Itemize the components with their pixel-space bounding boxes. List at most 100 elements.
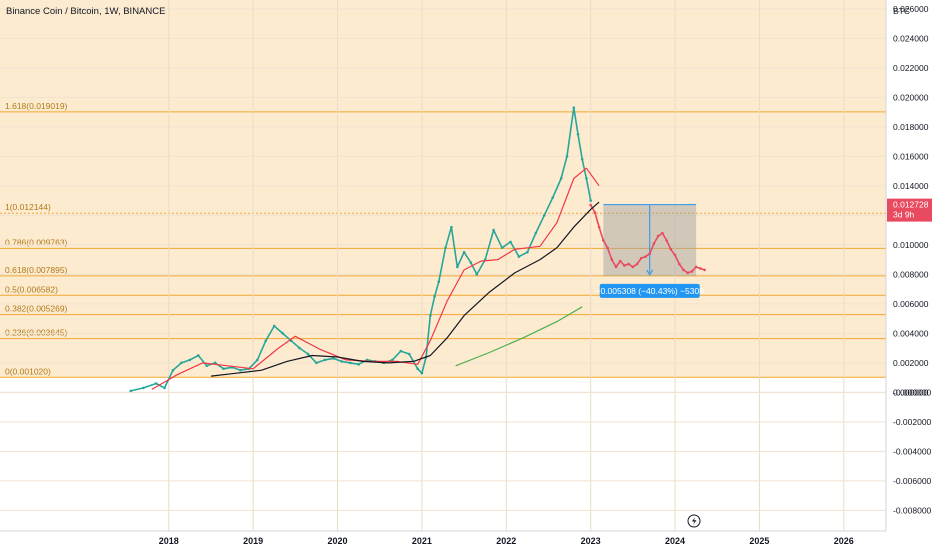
currency-label: BTC (893, 6, 910, 16)
series-1-point-19 (669, 247, 673, 251)
series-0-point-1 (142, 386, 145, 390)
y-tick-label-16: -0.004000 (893, 446, 932, 456)
x-tick-label-3: 2021 (412, 536, 432, 546)
series-0-point-40 (450, 225, 453, 229)
fib-label-4: 0.5(0.006582) (5, 284, 58, 294)
series-0-point-5 (180, 361, 183, 365)
current-price-label: 0.012728 (893, 200, 929, 210)
series-0-point-8 (205, 364, 209, 368)
measure-label: −0.005308 (−40.43%) −5308 (595, 286, 704, 296)
series-0-point-3 (163, 386, 166, 390)
series-0-point-25 (348, 361, 352, 365)
series-1-point-11 (635, 262, 639, 266)
series-0-point-26 (357, 363, 360, 366)
series-0-point-42 (462, 250, 466, 254)
series-0-point-43 (469, 261, 473, 264)
series-line-3 (210, 201, 600, 377)
series-1-point-26 (699, 267, 702, 270)
series-0-point-7 (196, 354, 200, 357)
series-1-point-0 (589, 203, 592, 207)
series-0-point-44 (475, 273, 479, 276)
chart-title: Binance Coin / Bitcoin, 1W, BINANCE (6, 6, 165, 17)
y-tick-label-4: 0.018000 (893, 122, 929, 132)
series-1-point-12 (639, 256, 643, 260)
series-1-point-24 (690, 270, 694, 273)
series-line-1 (590, 204, 705, 274)
fib-label-5: 0.382(0.005269) (5, 304, 68, 314)
fib-label-2: 0.786(0.009763) (5, 237, 68, 247)
x-tick-label-1: 2019 (243, 536, 263, 546)
x-tick-label-6: 2024 (665, 536, 685, 546)
series-0-point-53 (551, 196, 554, 199)
series-1-point-16 (656, 234, 660, 238)
fib-label-0: 1.618(0.019019) (5, 101, 68, 111)
series-0-point-21 (315, 361, 318, 365)
series-1-point-2 (597, 225, 601, 229)
series-1-point-21 (677, 262, 681, 266)
x-tick-label-2: 2020 (328, 536, 348, 546)
series-0-point-36 (429, 314, 432, 317)
series-0-point-38 (437, 280, 441, 284)
series-1-point-8 (623, 264, 626, 267)
fibonacci-levels[interactable]: 1.618(0.019019) 1(0.012144) 0.786(0.009763… (0, 101, 886, 378)
flash-icon[interactable] (687, 514, 701, 528)
price-series (129, 106, 706, 393)
x-tick-label-7: 2025 (749, 536, 769, 546)
series-0-point-2 (154, 382, 158, 385)
series-0-point-14 (256, 358, 259, 362)
y-tick-label-18: -0.008000 (893, 505, 932, 515)
y-tick-label-15: -0.002000 (893, 417, 932, 427)
series-1-point-9 (627, 262, 630, 266)
y-tick-label-3: 0.020000 (893, 92, 929, 102)
series-1-point-27 (703, 268, 706, 272)
y-tick-label-6: 0.014000 (893, 181, 929, 191)
series-0-point-39 (444, 246, 447, 250)
series-0-point-54 (559, 177, 563, 180)
chart-grid (0, 0, 886, 531)
fib-label-7: 0(0.001020) (5, 366, 51, 376)
series-1-point-14 (648, 252, 652, 255)
measure-arrow-head (646, 269, 654, 276)
series-0-point-48 (509, 240, 512, 244)
series-0-point-49 (517, 255, 521, 258)
series-0-point-33 (416, 367, 419, 371)
y-tick-label-2: 0.022000 (893, 63, 929, 73)
lower-background (0, 377, 886, 531)
series-1-point-1 (593, 211, 597, 214)
series-0-point-0 (129, 389, 133, 393)
series-0-point-52 (542, 214, 546, 217)
series-0-point-34 (420, 371, 424, 375)
current-price-tag[interactable] (887, 198, 932, 222)
series-0-point-12 (239, 368, 242, 372)
series-0-point-23 (332, 357, 335, 360)
fib-zone-shade (0, 0, 886, 378)
y-tick-label-11: 0.004000 (893, 328, 929, 338)
series-0-point-9 (213, 361, 217, 365)
y-tick-label-9: 0.008000 (893, 269, 929, 279)
series-1-point-20 (673, 253, 677, 257)
y-tick-label-17: -0.006000 (893, 476, 932, 486)
series-0-point-4 (171, 368, 175, 372)
series-1-point-10 (631, 265, 635, 269)
series-0-point-20 (306, 352, 310, 356)
series-0-point-56 (572, 106, 576, 109)
measure-label-box[interactable] (599, 283, 700, 298)
price-axis[interactable]: 0.026000 0.024000 0.022000 0.020000 0.018000… (885, 0, 932, 531)
fib-label-3: 0.618(0.007895) (5, 265, 68, 275)
series-1-point-18 (665, 239, 668, 242)
series-1-point-7 (618, 259, 622, 263)
series-0-point-55 (565, 155, 569, 158)
y-tick-label-0: 0.026000 (893, 4, 929, 14)
series-0-point-50 (526, 250, 529, 254)
y-tick-label-8: 0.010000 (893, 240, 929, 250)
time-axis[interactable]: 2018 2019 2020 2021 2022 2023 2024 2025 2026 (0, 530, 886, 546)
series-0-point-60 (589, 199, 592, 202)
series-line-4 (455, 306, 583, 367)
series-0-point-16 (272, 324, 276, 328)
series-1-point-5 (610, 258, 614, 261)
fib-label-6: 0.236(0.003645) (5, 328, 68, 338)
series-line-2 (151, 167, 600, 390)
series-1-point-22 (682, 268, 685, 272)
series-0-point-46 (492, 228, 495, 232)
